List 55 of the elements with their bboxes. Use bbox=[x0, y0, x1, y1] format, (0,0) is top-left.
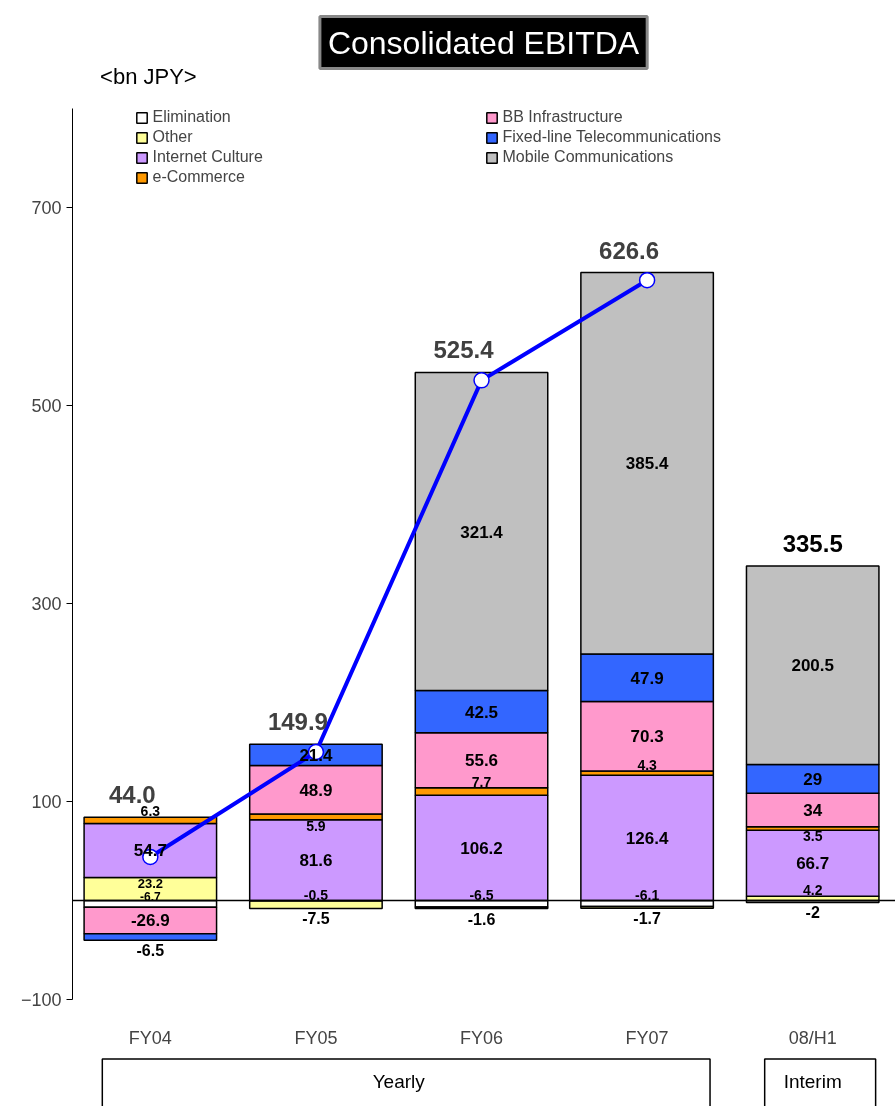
data-label: -6.5 bbox=[136, 942, 165, 960]
data-label: 70.3 bbox=[630, 727, 664, 747]
data-label: -26.9 bbox=[130, 911, 170, 931]
x-tick-label: FY05 bbox=[294, 1027, 338, 1048]
legend-label: BB Infrastructure bbox=[502, 108, 624, 126]
data-label: 385.4 bbox=[625, 454, 669, 474]
text: Interim bbox=[783, 1070, 842, 1092]
y-tick-label: 700 bbox=[31, 198, 62, 218]
data-label: 81.6 bbox=[299, 851, 333, 871]
total-label: 335.5 bbox=[782, 529, 843, 557]
data-label: 3.5 bbox=[802, 828, 823, 845]
data-label: 149.9 bbox=[267, 708, 328, 736]
legend-label: e-Commerce bbox=[152, 168, 246, 186]
x-tick-label: 08/H1 bbox=[788, 1027, 837, 1048]
legend-label: Fixed-line Telecommunications bbox=[502, 128, 722, 146]
data-label: -6.1 bbox=[635, 886, 660, 903]
y-tick-label: 300 bbox=[31, 594, 62, 614]
data-label: 47.9 bbox=[630, 668, 664, 688]
data-label: 55.6 bbox=[464, 751, 499, 771]
chart-title: Consolidated EBITDA bbox=[327, 24, 640, 61]
legend-label: Other bbox=[152, 128, 194, 146]
data-label: 34 bbox=[803, 801, 823, 821]
data-label: 48.9 bbox=[299, 780, 333, 800]
data-label: -1.7 bbox=[633, 910, 661, 928]
data-label: 4.3 bbox=[637, 757, 658, 774]
data-label: 321.4 bbox=[460, 522, 504, 542]
y-axis-title: <bn JPY> bbox=[100, 64, 197, 89]
data-label: 106.2 bbox=[460, 838, 503, 858]
data-label: 23.2 bbox=[137, 876, 163, 892]
x-tick-label: FY04 bbox=[128, 1027, 172, 1048]
legend-label: Internet Culture bbox=[152, 148, 264, 166]
x-tick-label: FY07 bbox=[625, 1027, 669, 1048]
data-label: -1.6 bbox=[467, 910, 496, 928]
data-label: 4.2 bbox=[802, 882, 823, 899]
legend-label: Elimination bbox=[152, 108, 232, 126]
text: Yearly bbox=[372, 1070, 426, 1092]
data-label: 21.4 bbox=[299, 745, 334, 765]
data-label: 525.4 bbox=[433, 336, 495, 364]
data-label: -7.5 bbox=[302, 910, 330, 928]
data-label: -0.5 bbox=[303, 886, 329, 903]
data-label: 5.9 bbox=[306, 817, 326, 834]
data-label: 7.7 bbox=[471, 773, 492, 790]
y-tick-label: 100 bbox=[31, 792, 62, 812]
data-label: 200.5 bbox=[791, 656, 834, 676]
data-label: -6.5 bbox=[469, 886, 494, 903]
x-tick-label: FY06 bbox=[460, 1027, 504, 1048]
y-tick-label: 500 bbox=[31, 396, 62, 416]
data-label: 626.6 bbox=[599, 236, 660, 264]
data-label: -2 bbox=[805, 904, 820, 922]
data-label: 42.5 bbox=[464, 702, 499, 722]
data-label: 66.7 bbox=[796, 854, 830, 874]
legend-label: Mobile Communications bbox=[502, 148, 675, 166]
data-label: 126.4 bbox=[625, 828, 669, 848]
y-tick-label: −100 bbox=[20, 990, 62, 1010]
data-label: 29 bbox=[803, 769, 823, 789]
